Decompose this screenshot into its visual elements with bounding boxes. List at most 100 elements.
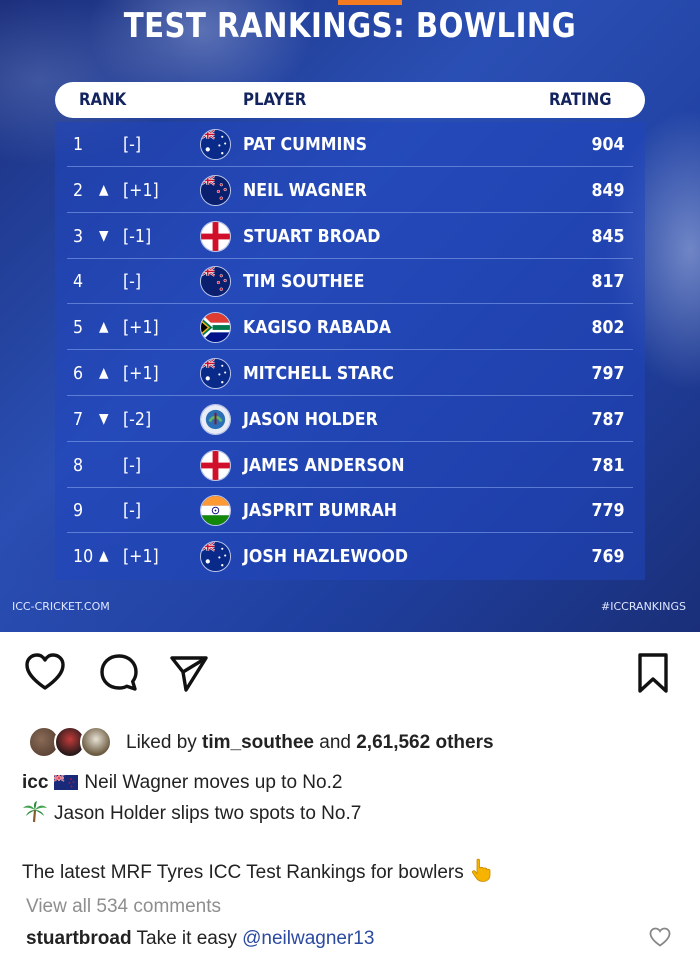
- rankings-graphic: TEST RANKINGS: BOWLING RANK PLAYER RATIN…: [0, 0, 700, 632]
- new-zealand-flag-icon: [54, 775, 79, 790]
- bookmark-icon[interactable]: [630, 650, 676, 696]
- eng-flag-icon: [200, 449, 231, 481]
- rank-movement: [-]: [123, 271, 142, 293]
- caption-line-3: The latest MRF Tyres ICC Test Rankings f…: [22, 858, 492, 884]
- player-rating: 779: [591, 500, 625, 522]
- caption-username[interactable]: icc: [22, 772, 49, 793]
- rank-movement: [+1]: [123, 179, 159, 201]
- table-header: RANK PLAYER RATING: [55, 82, 645, 118]
- ranking-row: 5 ▲ [+1] KAGISO RABADA 802: [55, 305, 645, 351]
- caption-line-1: icc Neil Wagner moves up to No.2: [22, 772, 342, 794]
- up-arrow-icon: ▲: [99, 365, 109, 381]
- player-name: TIM SOUTHEE: [243, 271, 365, 293]
- comment-like-heart-icon[interactable]: [648, 926, 672, 948]
- player-name: JASON HOLDER: [243, 408, 378, 430]
- player-name: PAT CUMMINS: [243, 134, 368, 155]
- ranking-row: 9 [-] JASPRIT BUMRAH 779: [55, 488, 645, 534]
- footer-hashtag: #ICCRANKINGS: [601, 600, 686, 613]
- header-rating: RATING: [549, 90, 612, 110]
- aus-flag-icon: [200, 129, 231, 160]
- likes-middle: and: [313, 732, 357, 753]
- graphic-title: TEST RANKINGS: BOWLING: [123, 6, 577, 46]
- header-player: PLAYER: [243, 90, 307, 110]
- player-name: KAGISO RABADA: [243, 317, 392, 339]
- likes-text[interactable]: Liked by tim_southee and 2,61,562 others: [126, 732, 494, 754]
- player-name: JAMES ANDERSON: [243, 454, 405, 476]
- up-arrow-icon: ▲: [99, 548, 109, 565]
- rank-movement: [+1]: [123, 317, 159, 339]
- rank-number: 3: [73, 225, 84, 247]
- top-comment: stuartbroad Take it easy @neilwagner13: [26, 928, 374, 950]
- player-name: MITCHELL STARC: [243, 363, 394, 384]
- sa-flag-icon: [200, 312, 231, 344]
- heart-icon[interactable]: [22, 650, 68, 696]
- up-arrow-icon: ▲: [99, 181, 109, 198]
- caption-text-2: Jason Holder slips two spots to No.7: [54, 803, 362, 824]
- rank-movement: [+1]: [123, 363, 159, 384]
- ranking-row: 7 ▼ [-2] JASON HOLDER 787: [55, 397, 645, 442]
- ranking-row: 10 ▲ [+1] JOSH HAZLEWOOD 769: [55, 534, 645, 579]
- footer-site: ICC-CRICKET.COM: [12, 600, 110, 613]
- ranking-row: 1 [-] PAT CUMMINS 904: [55, 122, 645, 167]
- wi-flag-icon: [200, 403, 231, 435]
- rank-movement: [-2]: [123, 408, 152, 430]
- share-icon[interactable]: [166, 650, 212, 696]
- player-name: NEIL WAGNER: [243, 179, 367, 201]
- rank-movement: [-1]: [123, 225, 152, 247]
- likes-row: Liked by tim_southee and 2,61,562 others: [28, 723, 688, 763]
- ranking-row: 4 [-] TIM SOUTHEE 817: [55, 259, 645, 305]
- rank-number: 8: [73, 454, 84, 476]
- brand-strip: [338, 0, 402, 5]
- down-arrow-icon: ▼: [99, 410, 109, 427]
- rank-number: 9: [73, 500, 84, 522]
- rank-number: 5: [73, 317, 84, 339]
- rank-movement: [-]: [123, 500, 142, 522]
- rank-number: 2: [73, 179, 84, 201]
- player-rating: 849: [591, 179, 625, 201]
- rank-movement: [+1]: [123, 546, 159, 568]
- post-actions: [0, 650, 700, 700]
- ranking-row: 6 ▲ [+1] MITCHELL STARC 797: [55, 351, 645, 396]
- rank-number: 7: [73, 408, 84, 430]
- down-arrow-icon: ▼: [99, 227, 109, 244]
- player-rating: 904: [591, 134, 625, 155]
- rankings-table: 1 [-] PAT CUMMINS 904 2 ▲ [+1] NEIL WAGNER 849 3 ▼…: [55, 122, 645, 580]
- aus-flag-icon: [200, 541, 231, 573]
- commenter-username[interactable]: stuartbroad: [26, 928, 132, 949]
- comment-mention[interactable]: @neilwagner13: [242, 928, 375, 949]
- player-name: JASPRIT BUMRAH: [243, 500, 397, 522]
- player-rating: 787: [591, 408, 625, 430]
- up-arrow-icon: ▲: [99, 319, 109, 336]
- comment-icon[interactable]: [96, 650, 142, 696]
- rank-number: 1: [73, 134, 84, 155]
- aus-flag-icon: [200, 358, 231, 389]
- caption-text-1: Neil Wagner moves up to No.2: [84, 772, 343, 793]
- view-all-comments-link[interactable]: View all 534 comments: [26, 896, 222, 917]
- rank-number: 4: [73, 271, 84, 293]
- avatar[interactable]: [80, 726, 112, 758]
- player-rating: 845: [591, 225, 625, 247]
- player-rating: 802: [591, 317, 625, 339]
- pointing-hand-icon: [471, 858, 491, 882]
- rank-number: 6: [73, 363, 84, 384]
- player-rating: 781: [591, 454, 625, 476]
- rank-movement: [-]: [123, 134, 142, 155]
- liker-username[interactable]: tim_southee: [202, 732, 314, 753]
- ranking-row: 2 ▲ [+1] NEIL WAGNER 849: [55, 168, 645, 213]
- nz-flag-icon: [200, 266, 231, 298]
- likes-count[interactable]: 2,61,562 others: [356, 732, 494, 753]
- likes-prefix: Liked by: [126, 732, 203, 753]
- eng-flag-icon: [200, 220, 231, 252]
- ranking-row: 8 [-] JAMES ANDERSON 781: [55, 443, 645, 488]
- player-name: JOSH HAZLEWOOD: [243, 546, 409, 568]
- palm-tree-icon: [23, 801, 47, 823]
- player-rating: 797: [591, 363, 625, 384]
- player-rating: 769: [591, 546, 625, 568]
- caption-line-2: Jason Holder slips two spots to No.7: [22, 801, 361, 825]
- rank-movement: [-]: [123, 454, 142, 476]
- nz-flag-icon: [200, 174, 231, 206]
- player-rating: 817: [591, 271, 625, 293]
- comment-text: Take it easy: [131, 928, 243, 949]
- header-rank: RANK: [79, 90, 127, 110]
- caption-text-3: The latest MRF Tyres ICC Test Rankings f…: [22, 862, 464, 883]
